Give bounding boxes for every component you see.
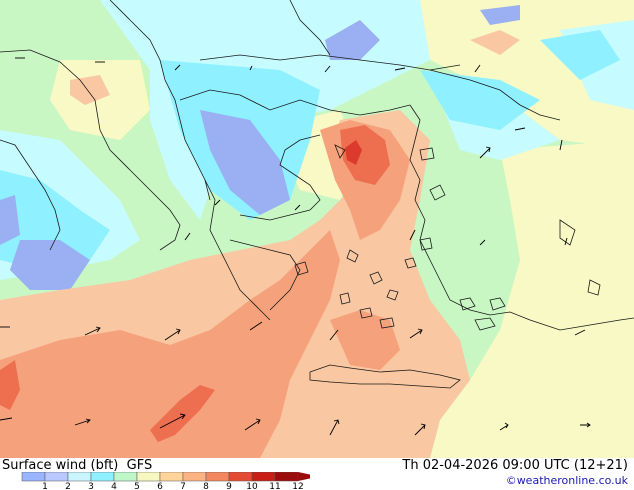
- wind-arrow: [499, 422, 509, 431]
- credit-link[interactable]: ©weatheronline.co.uk: [505, 474, 628, 487]
- scale-tick-label: 2: [65, 482, 71, 490]
- scale-swatch: [274, 472, 299, 482]
- scale-swatch: [21, 472, 46, 482]
- wind-arrow: [0, 417, 13, 421]
- wind-arrow: [559, 139, 563, 151]
- title-text: Surface wind (bft): [2, 458, 119, 473]
- map-title: Surface wind (bft) GFS: [2, 458, 152, 473]
- wind-arrow: [329, 419, 340, 436]
- wind-arrow: [574, 329, 586, 336]
- scale-tick-label: 4: [111, 482, 117, 490]
- wind-arrow: [294, 204, 301, 211]
- scale-tick-label: 10: [246, 482, 258, 490]
- scale-tick-label: 5: [134, 482, 140, 490]
- wind-map-svg: [0, 0, 634, 458]
- wind-arrow: [184, 232, 191, 241]
- wind-arrow: [324, 65, 331, 73]
- wind-arrow: [414, 423, 426, 436]
- coastlines: [0, 0, 634, 389]
- valid-time: Th 02-04-2026 09:00 UTC (12+21): [402, 458, 628, 473]
- beaufort-scale: 1 2 3 4 5 6 7 8 9 10 11 12: [21, 472, 310, 490]
- scale-tick-label: 7: [180, 482, 186, 490]
- bft-9-areas: [0, 125, 390, 442]
- scale-swatch: [44, 472, 69, 482]
- wind-arrow: [409, 229, 416, 241]
- wind-arrow: [474, 64, 481, 73]
- scale-swatch: [67, 472, 92, 482]
- wind-arrow: [84, 326, 101, 336]
- wind-arrow: [479, 239, 486, 246]
- scale-tick-label: 12: [292, 482, 303, 490]
- scale-tick-label: 6: [157, 482, 163, 490]
- wind-arrow: [174, 64, 181, 71]
- scale-arrow: [298, 472, 310, 481]
- scale-swatch: [251, 472, 276, 482]
- wind-arrow: [159, 413, 186, 429]
- wind-arrow: [249, 321, 263, 331]
- scale-swatch: [182, 472, 207, 482]
- scale-swatch: [90, 472, 115, 482]
- wind-arrow: [329, 329, 339, 341]
- bft-2-areas: [0, 5, 520, 290]
- scale-tick-label: 9: [226, 482, 232, 490]
- footer: Surface wind (bft) GFS Th 02-04-2026 09:…: [0, 458, 634, 490]
- wind-arrow: [394, 67, 406, 71]
- bft-10-areas: [345, 140, 362, 165]
- wind-arrows: [0, 57, 591, 436]
- wind-arrow: [514, 127, 526, 131]
- scale-tick-label: 8: [203, 482, 209, 490]
- scale-swatch: [113, 472, 138, 482]
- scale-tick-label: 3: [88, 482, 94, 490]
- wind-arrow: [244, 418, 261, 431]
- wind-arrow: [479, 146, 491, 159]
- wind-map: [0, 0, 634, 458]
- wind-arrow: [214, 199, 221, 206]
- scale-swatch: [205, 472, 230, 482]
- wind-arrow: [74, 418, 91, 426]
- scale-swatch: [159, 472, 184, 482]
- scale-swatch: [228, 472, 253, 482]
- scale-tick-label: 1: [42, 482, 48, 490]
- wind-arrow: [580, 422, 591, 428]
- scale-swatch: [136, 472, 161, 482]
- model-name: GFS: [126, 458, 153, 473]
- wind-arrow: [164, 328, 181, 341]
- wind-arrow: [409, 328, 423, 339]
- scale-tick-label: 11: [269, 482, 280, 490]
- wind-arrow: [249, 65, 253, 71]
- wind-arrow: [564, 237, 568, 246]
